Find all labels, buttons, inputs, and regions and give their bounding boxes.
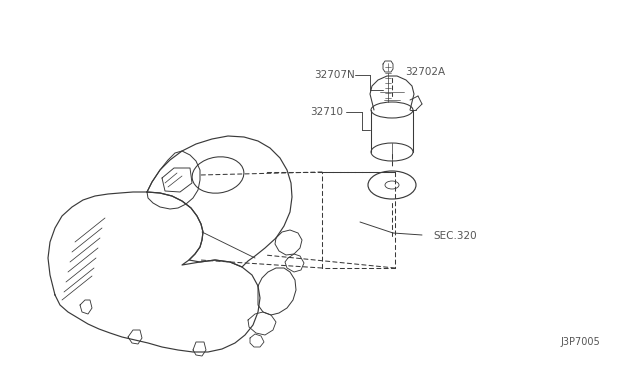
Text: 32702A: 32702A (405, 67, 445, 77)
Text: SEC.320: SEC.320 (433, 231, 477, 241)
Text: 32707N: 32707N (314, 70, 355, 80)
Text: 32710: 32710 (310, 107, 343, 117)
Text: J3P7005: J3P7005 (560, 337, 600, 347)
